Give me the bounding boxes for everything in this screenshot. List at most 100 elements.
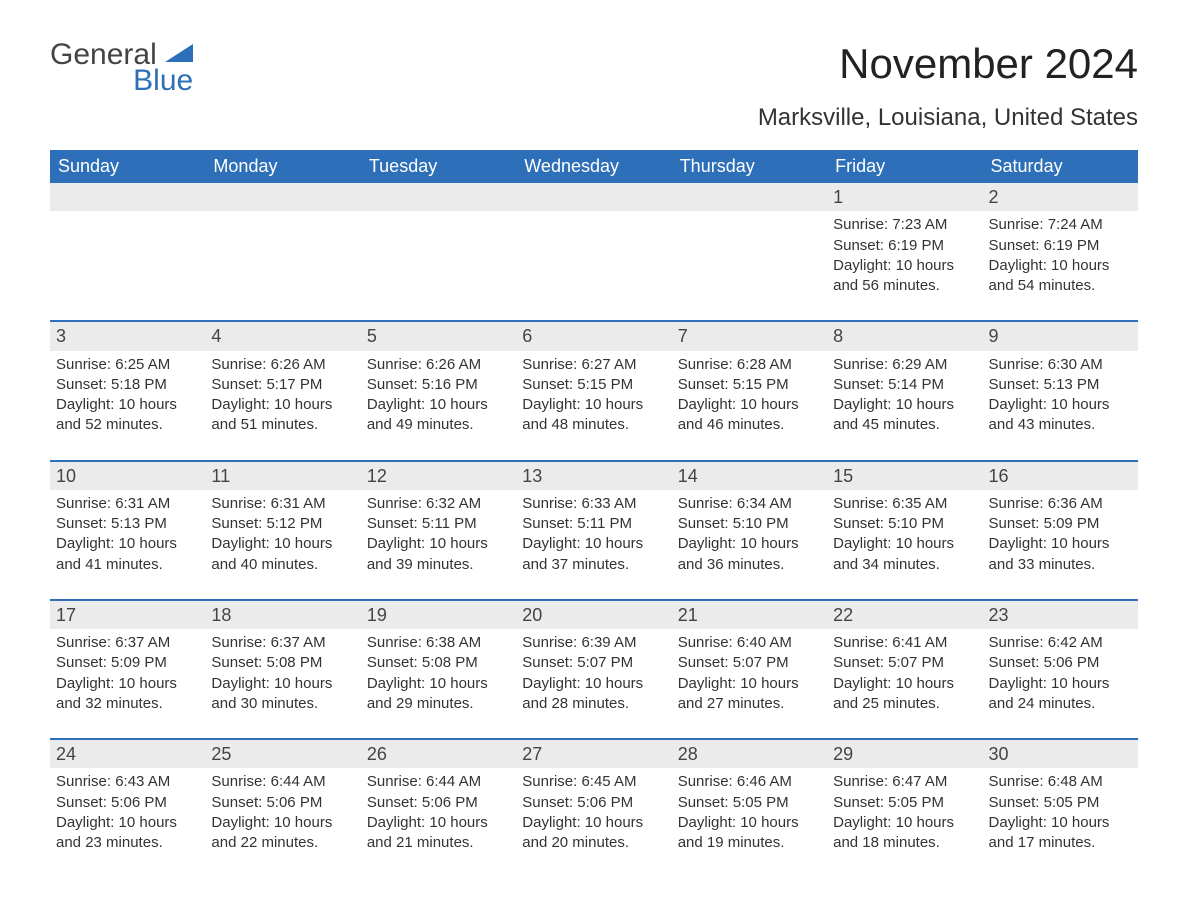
daylight-text: Daylight: 10 hours and 39 minutes.: [367, 534, 510, 575]
daylight-text: Daylight: 10 hours and 17 minutes.: [989, 813, 1132, 854]
daylight-text: Daylight: 10 hours and 54 minutes.: [989, 256, 1132, 297]
daylight-text: Daylight: 10 hours and 52 minutes.: [56, 395, 199, 436]
calendar-cell: 9Sunrise: 6:30 AMSunset: 5:13 PMDaylight…: [983, 321, 1138, 460]
daylight-text: Daylight: 10 hours and 51 minutes.: [211, 395, 354, 436]
sunset-text: Sunset: 5:06 PM: [989, 653, 1132, 673]
daynum-bar: 28: [672, 740, 827, 768]
daynum-bar: 20: [516, 601, 671, 629]
sunset-text: Sunset: 5:08 PM: [211, 653, 354, 673]
daynum-bar: 29: [827, 740, 982, 768]
sunrise-text: Sunrise: 6:34 AM: [678, 494, 821, 514]
daynum-bar: 12: [361, 462, 516, 490]
calendar-cell: 10Sunrise: 6:31 AMSunset: 5:13 PMDayligh…: [50, 461, 205, 600]
calendar-cell: 29 Sunrise: 6:47 AMSunset: 5:05 PMDayligh…: [827, 739, 982, 877]
sunrise-text: Sunrise: 6:37 AM: [211, 633, 354, 653]
calendar-cell: 20Sunrise: 6:39 AMSunset: 5:07 PMDayligh…: [516, 600, 671, 739]
daynum-bar: 25: [205, 740, 360, 768]
sunset-text: Sunset: 5:18 PM: [56, 375, 199, 395]
calendar-table: SundayMondayTuesdayWednesdayThursdayFrid…: [50, 150, 1138, 877]
calendar-cell-empty: [516, 183, 671, 321]
sunset-text: Sunset: 5:07 PM: [833, 653, 976, 673]
daylight-text: Daylight: 10 hours and 41 minutes.: [56, 534, 199, 575]
calendar-cell-empty: [205, 183, 360, 321]
daylight-text: Daylight: 10 hours and 34 minutes.: [833, 534, 976, 575]
sunrise-text: Sunrise: 6:31 AM: [56, 494, 199, 514]
sunset-text: Sunset: 5:15 PM: [522, 375, 665, 395]
daylight-text: Daylight: 10 hours and 30 minutes.: [211, 674, 354, 715]
sunset-text: Sunset: 5:11 PM: [367, 514, 510, 534]
logo: General Blue: [50, 40, 193, 96]
calendar-cell: 22Sunrise: 6:41 AMSunset: 5:07 PMDayligh…: [827, 600, 982, 739]
daynum-bar: 18: [205, 601, 360, 629]
sunset-text: Sunset: 5:06 PM: [367, 793, 510, 813]
calendar-week-row: 1Sunrise: 7:23 AMSunset: 6:19 PMDaylight…: [50, 183, 1138, 321]
daynum-bar: 5: [361, 322, 516, 350]
sunset-text: Sunset: 6:19 PM: [833, 236, 976, 256]
calendar-cell: 23 Sunrise: 6:42 AMSunset: 5:06 PMDayligh…: [983, 600, 1138, 739]
sunrise-text: Sunrise: 6:42 AM: [989, 633, 1132, 653]
daylight-text: Daylight: 10 hours and 27 minutes.: [678, 674, 821, 715]
sunrise-text: Sunrise: 6:44 AM: [211, 772, 354, 792]
daynum-bar: 19: [361, 601, 516, 629]
day-header: Monday: [205, 150, 360, 183]
daylight-text: Daylight: 10 hours and 24 minutes.: [989, 674, 1132, 715]
calendar-cell: 5Sunrise: 6:26 AMSunset: 5:16 PMDaylight…: [361, 321, 516, 460]
calendar-cell: 7Sunrise: 6:28 AMSunset: 5:15 PMDaylight…: [672, 321, 827, 460]
sunrise-text: Sunrise: 6:33 AM: [522, 494, 665, 514]
calendar-cell: 3Sunrise: 6:25 AMSunset: 5:18 PMDaylight…: [50, 321, 205, 460]
sunset-text: Sunset: 5:07 PM: [678, 653, 821, 673]
daylight-text: Daylight: 10 hours and 37 minutes.: [522, 534, 665, 575]
calendar-cell-empty: [672, 183, 827, 321]
calendar-cell: 16Sunrise: 6:36 AMSunset: 5:09 PMDayligh…: [983, 461, 1138, 600]
sunset-text: Sunset: 5:16 PM: [367, 375, 510, 395]
calendar-cell-empty: [361, 183, 516, 321]
day-header: Thursday: [672, 150, 827, 183]
daynum-bar: 15: [827, 462, 982, 490]
sunrise-text: Sunrise: 7:23 AM: [833, 215, 976, 235]
daynum-bar: 6: [516, 322, 671, 350]
daylight-text: Daylight: 10 hours and 46 minutes.: [678, 395, 821, 436]
sunset-text: Sunset: 5:05 PM: [833, 793, 976, 813]
sunrise-text: Sunrise: 6:46 AM: [678, 772, 821, 792]
sunrise-text: Sunrise: 6:47 AM: [833, 772, 976, 792]
daylight-text: Daylight: 10 hours and 20 minutes.: [522, 813, 665, 854]
daynum-bar: 3: [50, 322, 205, 350]
page-title: November 2024: [839, 40, 1138, 88]
daylight-text: Daylight: 10 hours and 33 minutes.: [989, 534, 1132, 575]
daynum-bar: 23: [983, 601, 1138, 629]
daynum-bar-empty: [50, 183, 205, 211]
sunrise-text: Sunrise: 6:38 AM: [367, 633, 510, 653]
sunset-text: Sunset: 5:07 PM: [522, 653, 665, 673]
daylight-text: Daylight: 10 hours and 48 minutes.: [522, 395, 665, 436]
sunset-text: Sunset: 5:08 PM: [367, 653, 510, 673]
daynum-bar-empty: [672, 183, 827, 211]
calendar-cell: 15Sunrise: 6:35 AMSunset: 5:10 PMDayligh…: [827, 461, 982, 600]
calendar-week-row: 10Sunrise: 6:31 AMSunset: 5:13 PMDayligh…: [50, 461, 1138, 600]
sunrise-text: Sunrise: 6:30 AM: [989, 355, 1132, 375]
sunset-text: Sunset: 5:15 PM: [678, 375, 821, 395]
daylight-text: Daylight: 10 hours and 23 minutes.: [56, 813, 199, 854]
sunset-text: Sunset: 5:05 PM: [989, 793, 1132, 813]
daynum-bar: 24: [50, 740, 205, 768]
daylight-text: Daylight: 10 hours and 18 minutes.: [833, 813, 976, 854]
sunset-text: Sunset: 5:09 PM: [56, 653, 199, 673]
calendar-cell: 30Sunrise: 6:48 AMSunset: 5:05 PMDayligh…: [983, 739, 1138, 877]
daylight-text: Daylight: 10 hours and 32 minutes.: [56, 674, 199, 715]
sunrise-text: Sunrise: 6:31 AM: [211, 494, 354, 514]
calendar-cell-empty: [50, 183, 205, 321]
calendar-cell: 21Sunrise: 6:40 AMSunset: 5:07 PMDayligh…: [672, 600, 827, 739]
sunset-text: Sunset: 5:06 PM: [56, 793, 199, 813]
sunrise-text: Sunrise: 6:44 AM: [367, 772, 510, 792]
daynum-bar: 11: [205, 462, 360, 490]
sunrise-text: Sunrise: 6:40 AM: [678, 633, 821, 653]
daynum-bar: 7: [672, 322, 827, 350]
daynum-bar: 2: [983, 183, 1138, 211]
daylight-text: Daylight: 10 hours and 36 minutes.: [678, 534, 821, 575]
calendar-cell: 24Sunrise: 6:43 AMSunset: 5:06 PMDayligh…: [50, 739, 205, 877]
calendar-week-row: 17Sunrise: 6:37 AMSunset: 5:09 PMDayligh…: [50, 600, 1138, 739]
daynum-bar: 4: [205, 322, 360, 350]
sunrise-text: Sunrise: 6:26 AM: [367, 355, 510, 375]
sunset-text: Sunset: 5:13 PM: [56, 514, 199, 534]
sunrise-text: Sunrise: 7:24 AM: [989, 215, 1132, 235]
sunrise-text: Sunrise: 6:37 AM: [56, 633, 199, 653]
